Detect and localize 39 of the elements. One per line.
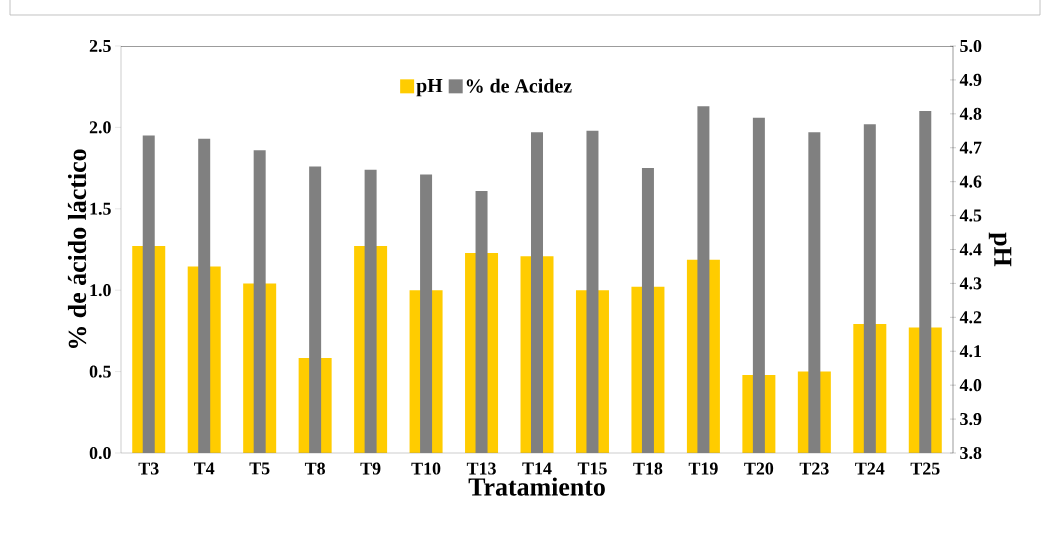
y2-tick-label: 4.4 [959, 243, 982, 256]
y2-tick-label: 4.3 [959, 277, 982, 290]
y-axis-title: % de ácido láctico [67, 149, 87, 348]
y2-tick-label: 4.5 [959, 209, 982, 222]
x-tick-label: T5 [249, 462, 270, 475]
x-tick-label: T4 [194, 462, 215, 475]
y2-tick-label: 4.1 [959, 345, 982, 358]
x-tick-label: T10 [411, 462, 441, 475]
y-tick-label: 0.5 [89, 365, 111, 378]
x-tick-label: T8 [304, 462, 326, 475]
y2-tick-label: 4.9 [959, 73, 982, 86]
y2-tick-label: 5.0 [960, 39, 982, 53]
y2-tick-label: 4.6 [959, 175, 982, 188]
x-tick-label: T23 [799, 462, 829, 475]
y-tick-label: 2.0 [89, 121, 111, 134]
x-tick-label: T3 [138, 462, 159, 475]
x-axis-title: Tratamiento [468, 477, 605, 496]
y-tick-label: 1.5 [90, 202, 111, 215]
x-tick-label: T13 [466, 462, 496, 475]
y2-axis-title: pH [988, 232, 1012, 267]
x-tick-label: T20 [744, 462, 774, 475]
y2-tick-label: 4.8 [959, 107, 982, 120]
x-tick-label: T24 [855, 462, 885, 475]
x-tick-label: T9 [360, 462, 381, 475]
y2-tick-label: 4.7 [959, 141, 982, 154]
y2-tick-label: 4.2 [959, 311, 982, 324]
x-tick-label: T18 [633, 462, 663, 475]
y-tick-label: 1.0 [90, 284, 111, 297]
y-tick-label: 2.5 [89, 39, 111, 53]
y2-tick-label: 4.0 [959, 379, 982, 392]
legend-label: % de Acidez [466, 78, 572, 93]
y2-tick-label: 3.8 [960, 446, 982, 460]
legend-label: pH [416, 79, 443, 97]
y-tick-label: 0.0 [89, 446, 111, 460]
x-tick-label: T25 [910, 462, 940, 475]
x-tick-label: T15 [577, 462, 607, 475]
x-tick-label: T14 [522, 462, 552, 475]
x-tick-label: T19 [688, 462, 718, 475]
y2-tick-label: 3.9 [960, 413, 982, 426]
